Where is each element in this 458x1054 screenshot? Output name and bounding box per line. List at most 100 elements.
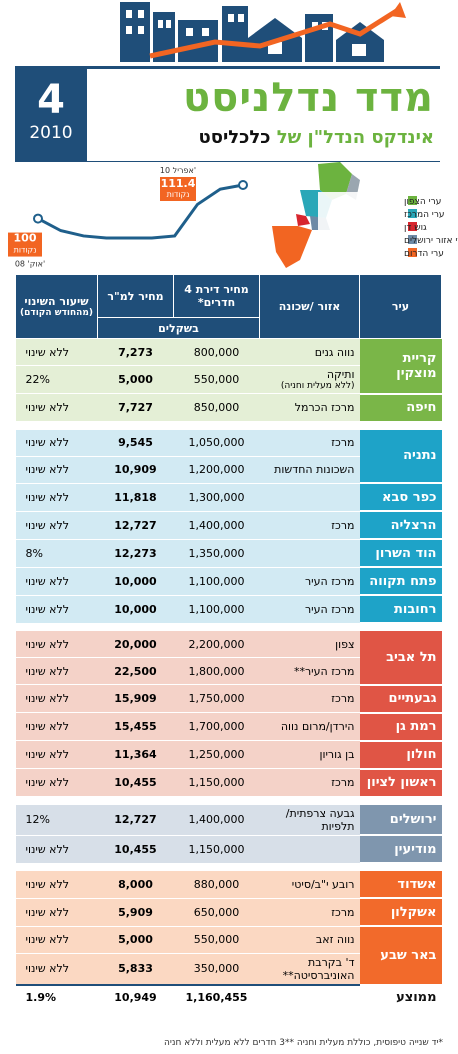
price-sqm-cell: 10,000 [97, 595, 174, 624]
col-change-note: (מהחודש הקודם) [20, 308, 93, 318]
table-row: חיפה מרכז הכרמל 850,000 7,727 ללא שינוי [15, 393, 442, 423]
average-change: 1.9% [15, 983, 98, 1011]
change-cell: ללא שינוי [15, 456, 98, 484]
price-cell: 1,050,000 [173, 429, 260, 457]
area-text: מרכז העיר** [293, 664, 355, 678]
change-cell: ללא שינוי [15, 338, 98, 366]
table-head: עיר אזור /שכונה מחיר דירת 4 חדרים* מחיר … [15, 274, 442, 339]
value-label: 111.4 [161, 177, 196, 190]
footnote: *יד שנייה טיפוסית, כוללת מעלית וחניה **3… [164, 1038, 443, 1048]
price-table: עיר אזור /שכונה מחיר דירת 4 חדרים* מחיר … [15, 274, 442, 1012]
price-sqm-cell: 12,727 [97, 511, 174, 540]
change-cell: ללא שינוי [15, 898, 98, 927]
area-text: צפון [335, 637, 355, 651]
price-sqm-cell: 10,455 [97, 835, 174, 864]
city-cell: ירושלים [359, 804, 442, 836]
city-cell: חולון [359, 740, 442, 770]
change-cell: ללא שינוי [15, 835, 98, 864]
change-cell: ללא שינוי [15, 630, 98, 658]
area-cell: נווה גנים [259, 338, 360, 366]
price-sqm-cell: 12,727 [97, 804, 174, 836]
gap-cell [15, 421, 442, 430]
area-text: מרכז הכרמל [294, 401, 355, 414]
price-cell: 2,200,000 [173, 630, 260, 658]
average-price: 1,160,455 [173, 983, 260, 1011]
city-cell: קריית מוצקין [359, 338, 442, 395]
area-text: ד' בקרבת האוניברסיטה** [282, 955, 355, 982]
area-cell: מרכז [259, 511, 360, 540]
table-body: קריית מוצקין נווה גנים 800,000 7,273 ללא שינ… [15, 338, 442, 1012]
gap-cell [15, 623, 442, 631]
price-sqm-cell: 9,545 [97, 429, 174, 457]
price-cell: 1,700,000 [173, 712, 260, 741]
area-cell: ותיקה (ללא מעלית וחניה) [259, 365, 360, 394]
col-area: אזור /שכונה [259, 274, 360, 339]
city-cell: רמת גן [359, 712, 442, 742]
table-row: הרצליה מרכז 1,400,000 12,727 ללא שינוי [15, 511, 442, 540]
city-cell: חיפה [359, 393, 442, 423]
change-cell: ללא שינוי [15, 712, 98, 741]
area-text: ותיקה [326, 368, 355, 381]
area-cell: נווה זאב [259, 926, 360, 954]
change-cell: 8% [15, 539, 98, 568]
price-sqm-cell: 10,909 [97, 456, 174, 484]
area-note: (ללא מעלית וחניה) [280, 381, 355, 391]
area-cell: ד' בקרבת האוניברסיטה** [259, 953, 360, 985]
table-row: ראשון לציון מרכז 1,150,000 10,455 ללא שינוי [15, 768, 442, 798]
title: מדד נדלניסט [183, 75, 434, 121]
col-change-title: שיעור השינוי [24, 295, 89, 308]
price-cell: 1,250,000 [173, 740, 260, 769]
skyline [120, 2, 406, 62]
label-box [8, 232, 42, 257]
city-cell: אשקלון [359, 898, 442, 927]
area-text: רובע י"ב/סיטי [291, 877, 355, 891]
change-cell: ללא שינוי [15, 595, 98, 624]
change-cell: ללא שינוי [15, 953, 98, 985]
change-cell: ללא שינוי [15, 870, 98, 899]
area-cell [259, 483, 360, 512]
group-gap [15, 796, 442, 805]
area-text: גבעה צרפתית/ תלפיות [285, 806, 355, 833]
price-sqm-cell: 5,000 [97, 365, 174, 394]
price-cell: 550,000 [173, 365, 260, 394]
gap-cell [15, 863, 442, 871]
city-cell: נתניה [359, 429, 442, 484]
date-label: אפריל 10' [160, 166, 196, 175]
table-row: גבעתיים מרכז 1,750,000 15,909 ללא שינוי [15, 684, 442, 714]
legend-label: ערי אזור ירושלים [404, 236, 458, 246]
area-cell: מרכז העיר [259, 595, 360, 624]
city-cell: פתח תקווה [359, 567, 442, 596]
price-cell: 1,750,000 [173, 684, 260, 713]
legend-swatch [408, 248, 417, 257]
trend-line [37, 183, 244, 240]
price-sqm-cell: 5,833 [97, 953, 174, 985]
area-cell [259, 539, 360, 568]
legend-swatch [408, 196, 417, 205]
map [272, 162, 422, 268]
price-sqm-cell: 8,000 [97, 870, 174, 899]
table-row: תל אביב צפון 2,200,000 20,000 ללא שינוי [15, 630, 442, 686]
city-cell: אשדוד [359, 870, 442, 899]
footnote-second: **3 חדרים ללא מעלית וללא חניה [163, 1038, 294, 1048]
area-cell: מרכז העיר [259, 567, 360, 596]
area-text: בן גוריון [319, 748, 355, 761]
group-gap [15, 623, 442, 631]
col-city: עיר [359, 274, 442, 339]
table-row: חולון בן גוריון 1,250,000 11,364 ללא שינוי [15, 740, 442, 770]
price-sqm-cell: 7,273 [97, 338, 174, 366]
area-cell: רובע י"ב/סיטי [259, 870, 360, 899]
area-text: מרכז [331, 776, 355, 789]
city-cell: גבעתיים [359, 684, 442, 714]
price-sqm-cell: 12,273 [97, 539, 174, 568]
city-cell: ראשון לציון [359, 768, 442, 798]
trend-point [33, 213, 43, 224]
area-cell [259, 835, 360, 864]
change-cell: ללא שינוי [15, 740, 98, 769]
average-area [259, 983, 360, 1011]
change-cell: ללא שינוי [15, 684, 98, 713]
issue-box: 4 2010 [15, 69, 87, 161]
price-cell: 650,000 [173, 898, 260, 927]
average-price-sqm: 10,949 [97, 983, 174, 1011]
